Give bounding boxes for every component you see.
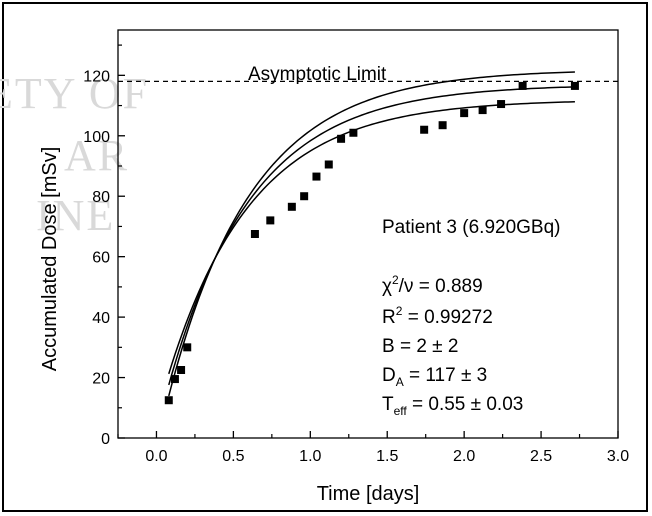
y-tick-label: 40 (92, 310, 110, 327)
patient-label: Patient 3 (6.920GBq) (382, 217, 561, 238)
y-tick-label: 60 (92, 250, 110, 267)
data-point (250, 230, 259, 238)
data-point (300, 192, 309, 201)
x-tick-label: 1.0 (299, 448, 321, 465)
data-point (170, 375, 179, 384)
data-point (420, 125, 429, 134)
y-tick-label: 120 (83, 68, 110, 85)
data-point (570, 81, 579, 90)
data-point (324, 160, 333, 169)
x-axis-ticks: 0.0 0.5 1.0 1.5 2.0 2.5 3.0 (117, 431, 629, 465)
chi-squared-stat: χ2/ν = 0.889 (382, 273, 483, 297)
data-point (478, 106, 487, 115)
fit-curves (168, 71, 575, 397)
plot-area-frame (117, 29, 619, 439)
y-tick-label: 0 (101, 431, 110, 448)
x-tick-label: 0.0 (145, 448, 167, 465)
da-parameter: DA = 117 ± 3 (382, 365, 487, 389)
data-point (183, 343, 192, 352)
r-squared-stat: R2 = 0.99272 (382, 304, 493, 328)
data-point (460, 109, 469, 118)
data-point (312, 172, 321, 181)
fit-upper-band (168, 71, 575, 397)
y-tick-label: 100 (83, 129, 110, 146)
y-axis-label: Accumulated Dose [mSv] (39, 147, 61, 372)
y-tick-label: 80 (92, 189, 110, 206)
data-point (266, 216, 275, 225)
y-tick-label: 20 (92, 371, 110, 388)
teff-parameter: Teff = 0.55 ± 0.03 (382, 394, 523, 418)
data-point (497, 100, 506, 109)
x-tick-label: 1.5 (376, 448, 398, 465)
data-point (349, 128, 358, 137)
x-tick-label: 2.0 (453, 448, 475, 465)
data-point (518, 81, 527, 90)
fit-lower-band (168, 101, 575, 375)
data-point (438, 121, 447, 130)
data-point (164, 396, 173, 405)
asymptotic-limit-label: Asymptotic Limit (248, 64, 387, 85)
b-parameter: B = 2 ± 2 (382, 336, 458, 357)
data-point (337, 134, 346, 143)
x-tick-label: 0.5 (222, 448, 244, 465)
fit-curve (168, 86, 575, 386)
y-axis-ticks: 0 20 40 60 80 100 120 (83, 44, 125, 448)
x-axis-label: Time [days] (317, 483, 420, 505)
data-point (177, 366, 186, 374)
x-tick-label: 3.0 (607, 448, 629, 465)
data-points (164, 81, 579, 405)
data-point (287, 202, 296, 211)
figure-border (2, 2, 648, 512)
fit-annotation: Patient 3 (6.920GBq) χ2/ν = 0.889 R2 = 0… (382, 217, 561, 418)
x-tick-label: 2.5 (530, 448, 552, 465)
